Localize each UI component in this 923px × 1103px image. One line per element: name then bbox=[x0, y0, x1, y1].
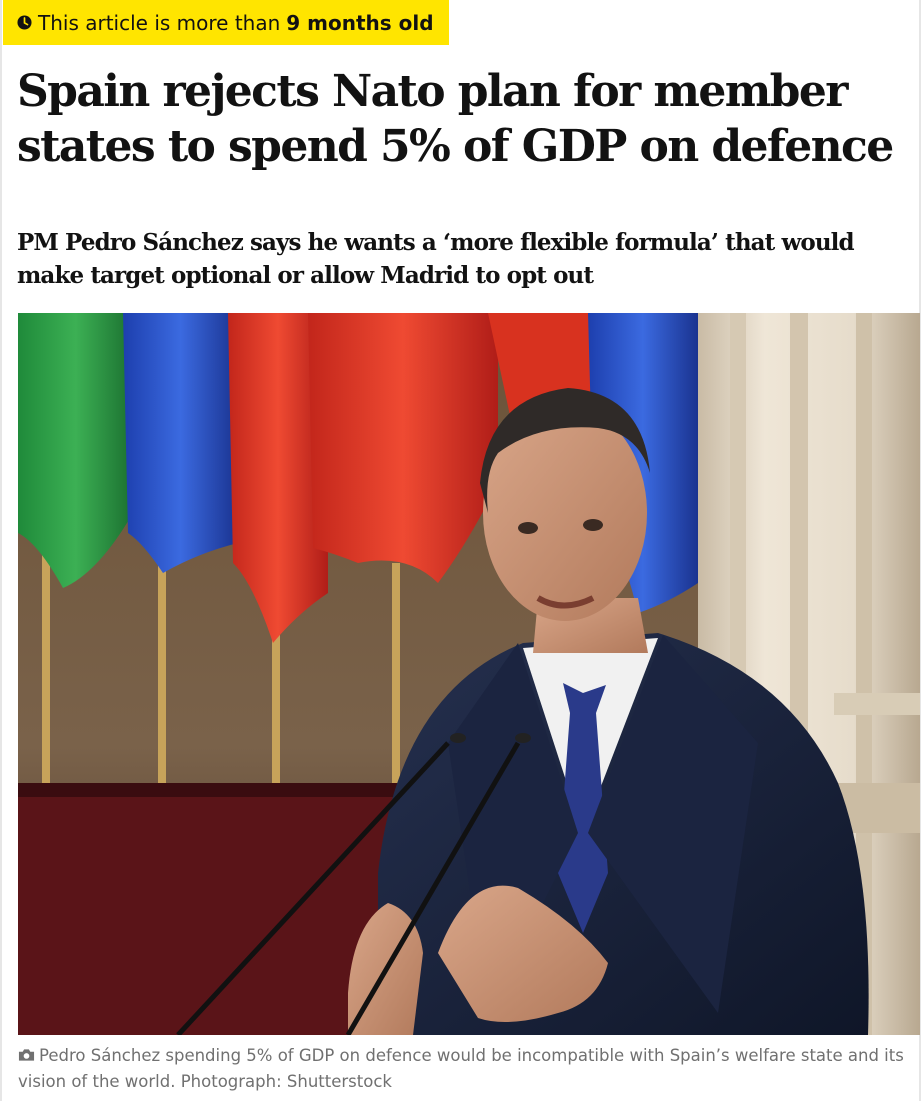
article-standfirst: PM Pedro Sánchez says he wants a ‘more f… bbox=[17, 229, 855, 289]
article-age-banner: This article is more than 9 months old bbox=[3, 0, 449, 45]
article-headline: Spain rejects Nato plan for member state… bbox=[17, 66, 894, 172]
age-banner-prefix: This article is more than bbox=[38, 10, 281, 35]
photo-caption: Pedro Sánchez spending 5% of GDP on defe… bbox=[18, 1043, 908, 1095]
age-banner-value: 9 months old bbox=[286, 10, 434, 35]
camera-icon bbox=[18, 1049, 35, 1061]
clock-icon bbox=[17, 15, 32, 30]
caption-text: Pedro Sánchez spending 5% of GDP on defe… bbox=[18, 1046, 904, 1091]
article-photo[interactable] bbox=[18, 313, 920, 1035]
